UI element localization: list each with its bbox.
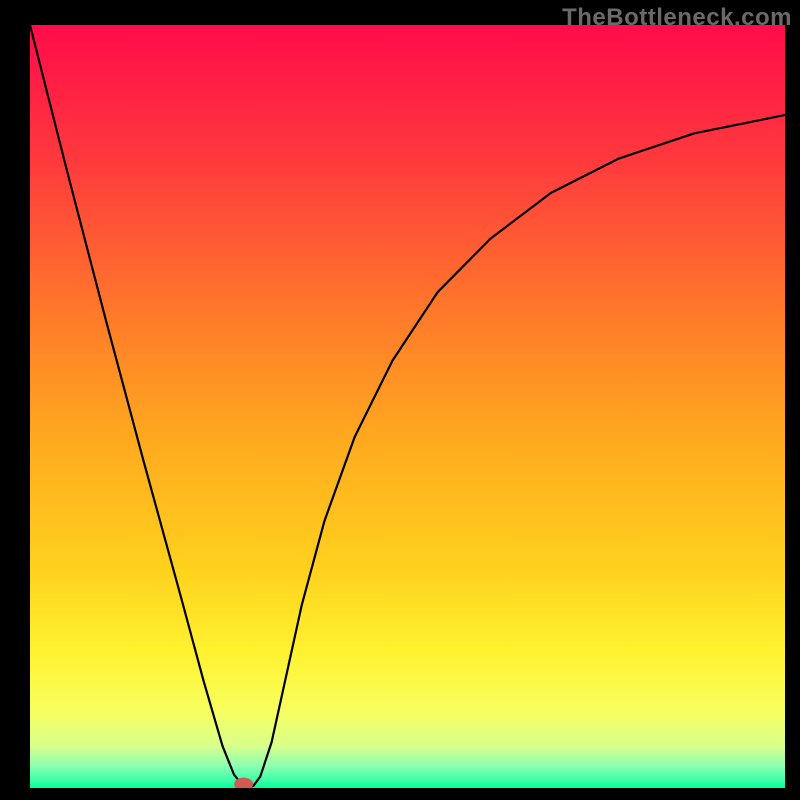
gradient-background [30, 25, 785, 788]
minimum-marker [235, 778, 253, 788]
chart-frame: TheBottleneck.com [0, 0, 800, 800]
plot-area [30, 25, 785, 788]
watermark-text: TheBottleneck.com [562, 4, 792, 32]
plot-svg [30, 25, 785, 788]
